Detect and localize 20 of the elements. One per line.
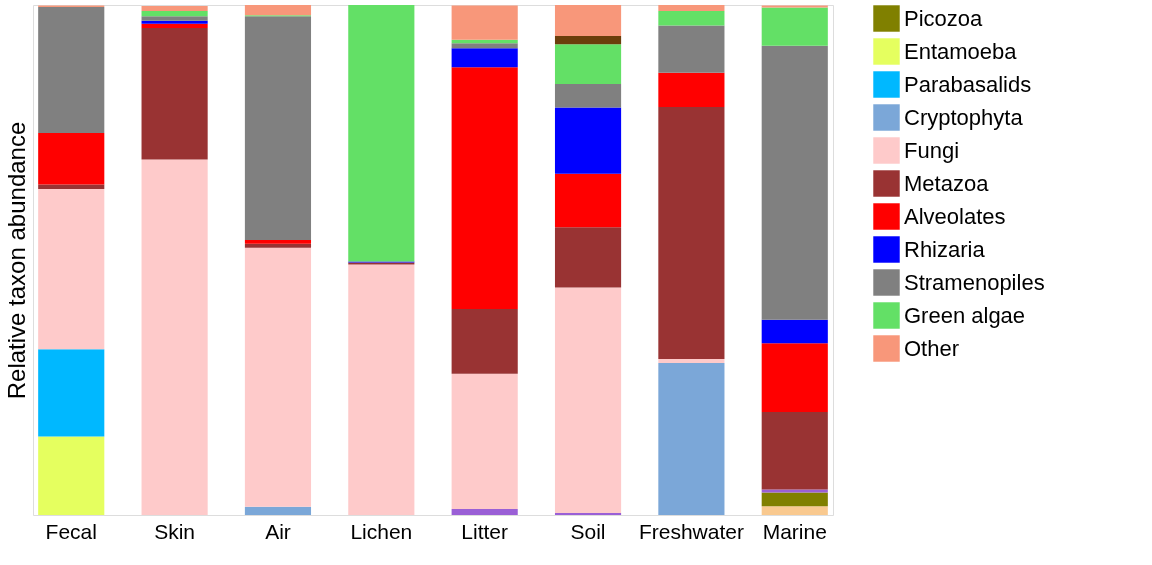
legend-label: Picozoa bbox=[904, 5, 984, 31]
legend-label: Cryptophyta bbox=[904, 104, 1024, 130]
x-tick-label: Marine bbox=[762, 519, 827, 543]
legend-label: Green algae bbox=[904, 302, 1026, 328]
y-axis-title: Relative taxon abundance bbox=[2, 121, 30, 400]
x-tick-label: Soil bbox=[570, 519, 606, 543]
legend-label: Entamoeba bbox=[904, 38, 1018, 64]
legend-label: Other bbox=[904, 335, 960, 361]
x-tick-label: Skin bbox=[154, 519, 196, 543]
x-tick-label: Lichen bbox=[350, 519, 413, 543]
x-tick-label: Freshwater bbox=[638, 519, 744, 543]
legend-label: Stramenopiles bbox=[904, 269, 1045, 295]
x-tick-label: Fecal bbox=[45, 519, 97, 543]
legend-label: Parabasalids bbox=[904, 71, 1032, 97]
legend-label: Metazoa bbox=[904, 170, 990, 196]
legend-label: Fungi bbox=[904, 137, 960, 163]
x-tick-label: Litter bbox=[461, 519, 509, 543]
legend-label: Alveolates bbox=[904, 203, 1006, 229]
legend-label: Rhizaria bbox=[904, 236, 986, 262]
x-tick-label: Air bbox=[265, 519, 291, 543]
